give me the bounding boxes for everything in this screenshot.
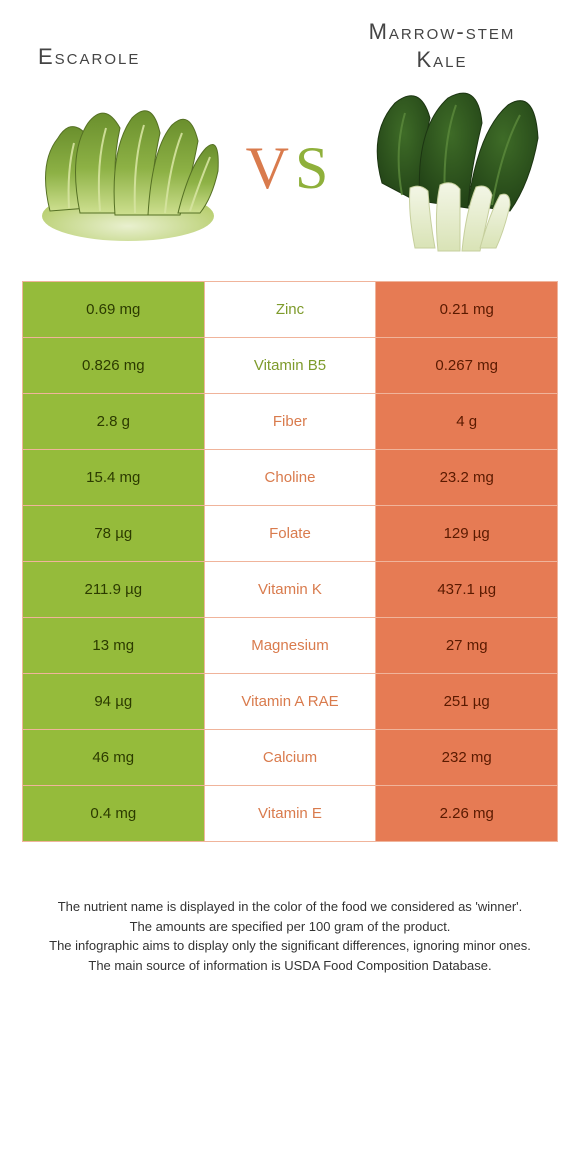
nutrient-label: Vitamin A RAE	[205, 674, 376, 729]
left-value: 211.9 µg	[23, 562, 205, 617]
nutrient-label: Magnesium	[205, 618, 376, 673]
table-row: 0.4 mgVitamin E2.26 mg	[23, 786, 557, 842]
nutrient-label: Calcium	[205, 730, 376, 785]
right-value: 2.26 mg	[375, 786, 557, 841]
kale-icon	[360, 83, 545, 253]
right-value: 0.267 mg	[375, 338, 557, 393]
table-row: 0.826 mgVitamin B50.267 mg	[23, 338, 557, 394]
vs-s: S	[295, 135, 334, 201]
right-value: 251 µg	[375, 674, 557, 729]
left-value: 13 mg	[23, 618, 205, 673]
table-row: 94 µgVitamin A RAE251 µg	[23, 674, 557, 730]
left-value: 94 µg	[23, 674, 205, 729]
table-row: 15.4 mgCholine23.2 mg	[23, 450, 557, 506]
right-veg-image	[342, 83, 562, 253]
footer-notes: The nutrient name is displayed in the co…	[32, 897, 548, 975]
right-value: 27 mg	[375, 618, 557, 673]
right-value: 4 g	[375, 394, 557, 449]
nutrient-label: Choline	[205, 450, 376, 505]
left-value: 2.8 g	[23, 394, 205, 449]
left-value: 46 mg	[23, 730, 205, 785]
left-value: 78 µg	[23, 506, 205, 561]
right-value: 437.1 µg	[375, 562, 557, 617]
nutrient-label: Fiber	[205, 394, 376, 449]
table-row: 78 µgFolate129 µg	[23, 506, 557, 562]
left-value: 15.4 mg	[23, 450, 205, 505]
nutrient-label: Vitamin K	[205, 562, 376, 617]
right-value: 23.2 mg	[375, 450, 557, 505]
footer-note-line: The infographic aims to display only the…	[32, 936, 548, 956]
title-right: Marrow-stem Kale	[342, 18, 542, 73]
left-value: 0.4 mg	[23, 786, 205, 841]
table-row: 46 mgCalcium232 mg	[23, 730, 557, 786]
footer-note-line: The nutrient name is displayed in the co…	[32, 897, 548, 917]
table-row: 0.69 mgZinc0.21 mg	[23, 282, 557, 338]
left-value: 0.69 mg	[23, 282, 205, 337]
nutrient-label: Vitamin B5	[205, 338, 376, 393]
left-value: 0.826 mg	[23, 338, 205, 393]
table-row: 2.8 gFiber4 g	[23, 394, 557, 450]
nutrient-label: Zinc	[205, 282, 376, 337]
table-row: 13 mgMagnesium27 mg	[23, 618, 557, 674]
right-value: 232 mg	[375, 730, 557, 785]
right-value: 129 µg	[375, 506, 557, 561]
hero-row: VS	[10, 83, 570, 253]
comparison-table: 0.69 mgZinc0.21 mg0.826 mgVitamin B50.26…	[22, 281, 558, 842]
nutrient-label: Folate	[205, 506, 376, 561]
escarole-icon	[30, 93, 225, 243]
title-left: Escarole	[38, 43, 140, 71]
title-row: Escarole Marrow-stem Kale	[10, 18, 570, 73]
vs-label: VS	[238, 134, 343, 203]
nutrient-label: Vitamin E	[205, 786, 376, 841]
right-value: 0.21 mg	[375, 282, 557, 337]
footer-note-line: The amounts are specified per 100 gram o…	[32, 917, 548, 937]
table-row: 211.9 µgVitamin K437.1 µg	[23, 562, 557, 618]
infographic-root: Escarole Marrow-stem Kale	[0, 0, 580, 1000]
left-veg-image	[18, 93, 238, 243]
footer-note-line: The main source of information is USDA F…	[32, 956, 548, 976]
vs-v: V	[246, 135, 295, 201]
